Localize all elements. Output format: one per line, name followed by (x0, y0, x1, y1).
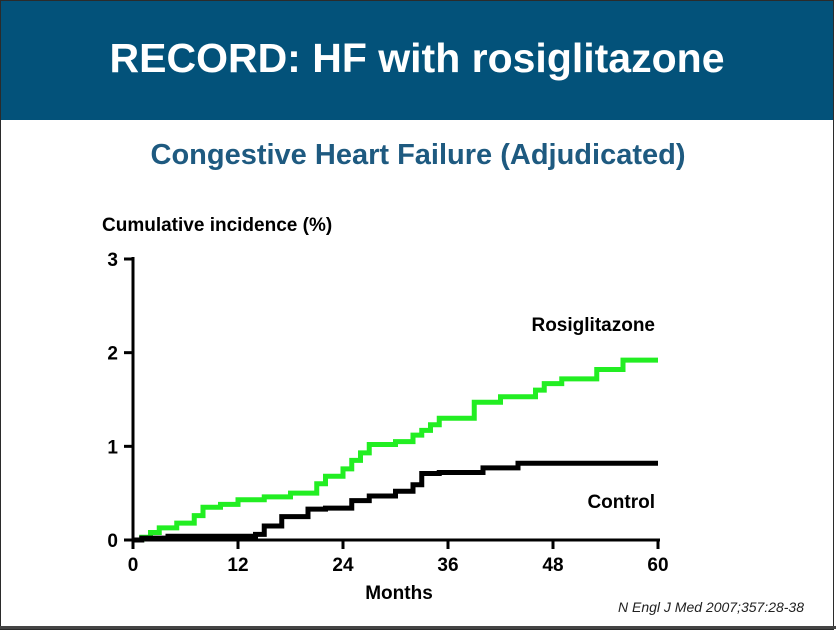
header-bar: RECORD: HF with rosiglitazone (1, 1, 833, 120)
y-tick-label: 3 (107, 250, 118, 271)
axes-group (131, 257, 660, 542)
slide-title: RECORD: HF with rosiglitazone (109, 35, 725, 81)
series-label-control: Control (587, 492, 655, 513)
series-label-rosiglitazone: Rosiglitazone (531, 315, 655, 336)
series-group (133, 357, 658, 543)
x-tick-label: 36 (437, 555, 458, 576)
x-tick-label: 60 (647, 555, 668, 576)
y-axis-label: Cumulative incidence (%) (102, 215, 332, 236)
x-axis-label: Months (365, 583, 433, 604)
x-tick-label: 12 (227, 555, 248, 576)
y-tick-label: 0 (107, 531, 118, 552)
x-tick-label: 0 (128, 555, 139, 576)
bottom-rule (0, 626, 836, 629)
citation: N Engl J Med 2007;357:28-38 (617, 599, 804, 615)
x-tick-label: 48 (542, 555, 563, 576)
chart-subtitle: Congestive Heart Failure (Adjudicated) (150, 139, 686, 171)
series-line-control (133, 460, 658, 543)
y-tick-label: 2 (107, 344, 118, 365)
y-tick-label: 1 (107, 437, 118, 458)
x-tick-label: 24 (332, 555, 354, 576)
series-line-rosiglitazone (133, 357, 658, 543)
